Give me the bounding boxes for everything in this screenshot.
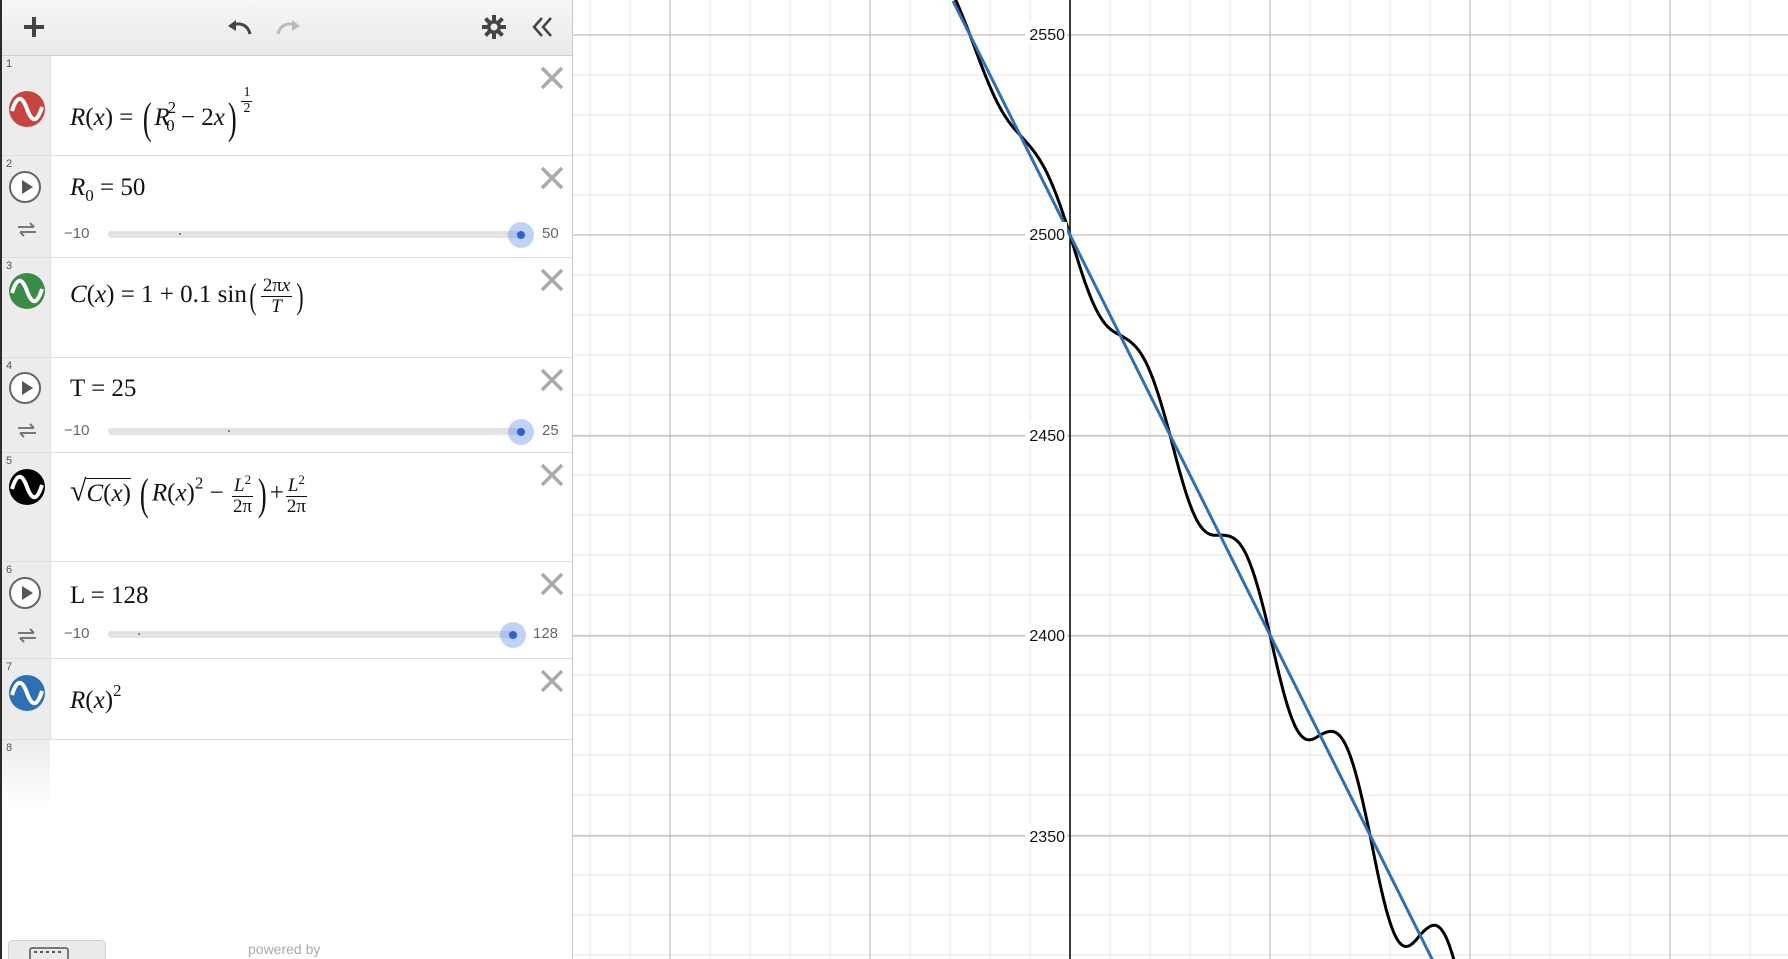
expression-gutter: 3	[2, 258, 51, 357]
expression-index: 7	[6, 661, 13, 673]
empty-expression-row[interactable]: 8	[2, 740, 572, 808]
graph-canvas[interactable]: 2550 2500 2450 2400 2350	[573, 0, 1788, 959]
delete-expression-icon[interactable]	[538, 266, 566, 294]
slider-max[interactable]: 25	[542, 422, 559, 439]
expression-index: 2	[6, 158, 13, 170]
gear-icon	[482, 15, 506, 39]
play-button[interactable]	[9, 577, 41, 609]
slider-expression-row[interactable]: 6 L = 128 −10 128	[2, 562, 572, 659]
powered-by-label: powered by	[248, 941, 321, 957]
variable-value: = 50	[100, 174, 146, 201]
y-label-2350: 2350	[1029, 829, 1065, 846]
slider-handle[interactable]	[500, 622, 526, 648]
slider-track[interactable]	[108, 631, 512, 638]
delete-expression-icon[interactable]	[538, 366, 566, 394]
loop-icon[interactable]	[16, 626, 38, 644]
delete-expression-icon[interactable]	[538, 64, 566, 92]
blue-line[interactable]	[951, 0, 1434, 959]
expression-gutter: 8	[2, 740, 50, 808]
slider-max[interactable]: 128	[533, 625, 559, 642]
redo-button[interactable]	[268, 8, 308, 46]
keyboard-toggle-button[interactable]	[8, 940, 106, 959]
expression-formula[interactable]: T = 25	[70, 375, 137, 402]
slider-zero-tick	[228, 430, 230, 432]
slider-zero-tick	[179, 233, 181, 235]
expression-gutter: 4	[2, 358, 51, 452]
black-curve[interactable]	[953, 0, 1458, 959]
graph-color-icon-black[interactable]	[8, 468, 46, 506]
expression-index: 3	[6, 260, 13, 272]
redo-icon	[276, 20, 300, 35]
settings-button[interactable]	[474, 8, 514, 46]
slider-handle[interactable]	[508, 222, 534, 248]
expression-formula[interactable]: L = 128	[70, 582, 149, 609]
y-axis-labels: 2550 2500 2450 2400 2350	[1025, 22, 1067, 846]
slider-zero-tick	[138, 633, 140, 635]
slider[interactable]: −10 25	[50, 419, 572, 445]
expression-formula[interactable]: R(x)2	[70, 681, 122, 714]
loop-icon[interactable]	[16, 220, 38, 238]
slider-handle[interactable]	[508, 419, 534, 445]
add-expression-button[interactable]	[14, 8, 54, 46]
expression-gutter: 2	[2, 156, 51, 257]
slider[interactable]: −10 50	[50, 222, 572, 248]
delete-expression-icon[interactable]	[538, 461, 566, 489]
expression-formula[interactable]: √C(x) (R(x)2 − L2 2π) + L2 2π	[70, 469, 307, 519]
expression-row[interactable]: 7 R(x)2	[2, 659, 572, 740]
variable-name: R	[70, 174, 86, 201]
delete-expression-icon[interactable]	[538, 667, 566, 695]
undo-button[interactable]	[220, 8, 260, 46]
expression-index: 1	[6, 58, 13, 70]
frame-edge	[0, 0, 2, 959]
expression-row[interactable]: 3 C(x) = 1 + 0.1 sin(2πx T)	[2, 258, 572, 358]
y-label-2500: 2500	[1029, 227, 1065, 244]
plus-icon	[24, 17, 44, 37]
y-label-2400: 2400	[1029, 628, 1065, 645]
play-button[interactable]	[9, 372, 41, 404]
slider-track[interactable]	[108, 231, 520, 238]
slider-expression-row[interactable]: 2 R0 = 50 −10 50	[2, 156, 572, 258]
collapse-panel-button[interactable]	[522, 8, 562, 46]
expression-formula[interactable]: C(x) = 1 + 0.1 sin(2πx T)	[70, 275, 304, 317]
expression-gutter: 7	[2, 659, 51, 739]
loop-icon[interactable]	[16, 421, 38, 439]
expression-formula[interactable]: R(x) = (R20 − 2x) 1 2	[70, 85, 253, 144]
graph-color-icon-blue[interactable]	[8, 674, 46, 712]
slider-min[interactable]: −10	[64, 225, 90, 242]
slider-track[interactable]	[108, 428, 520, 435]
expression-gutter: 1	[2, 56, 51, 155]
slider-min[interactable]: −10	[64, 422, 90, 439]
variable-subscript: 0	[85, 186, 94, 205]
expression-index: 5	[6, 455, 13, 467]
keyboard-icon	[29, 947, 69, 959]
expression-row[interactable]: 1 R(x) = (R20 − 2x) 1 2	[2, 56, 572, 156]
expression-index: 8	[6, 742, 13, 754]
expression-gutter: 5	[2, 453, 51, 561]
expression-index: 4	[6, 360, 13, 372]
slider-expression-row[interactable]: 4 T = 25 −10 25	[2, 358, 572, 453]
expression-formula[interactable]: R0 = 50	[70, 174, 145, 206]
delete-expression-icon[interactable]	[538, 164, 566, 192]
y-label-2550: 2550	[1029, 27, 1065, 44]
slider[interactable]: −10 128	[50, 622, 572, 648]
expression-toolbar	[2, 0, 572, 56]
double-chevron-left-icon	[532, 17, 552, 37]
expression-gutter: 6	[2, 562, 51, 658]
graph-color-icon-red[interactable]	[8, 90, 46, 128]
graph-color-icon-green[interactable]	[8, 272, 46, 310]
delete-expression-icon[interactable]	[538, 570, 566, 598]
undo-icon	[228, 20, 252, 35]
expression-row[interactable]: 5 √C(x) (R(x)2 − L2 2π) + L2 2π	[2, 453, 572, 562]
slider-max[interactable]: 50	[542, 225, 559, 242]
y-label-2450: 2450	[1029, 428, 1065, 445]
expression-list-panel: 1 R(x) = (R20 − 2x) 1 2 2 R0 = 50 −10	[2, 0, 573, 959]
play-button[interactable]	[9, 171, 41, 203]
expression-index: 6	[6, 564, 13, 576]
slider-min[interactable]: −10	[64, 625, 90, 642]
